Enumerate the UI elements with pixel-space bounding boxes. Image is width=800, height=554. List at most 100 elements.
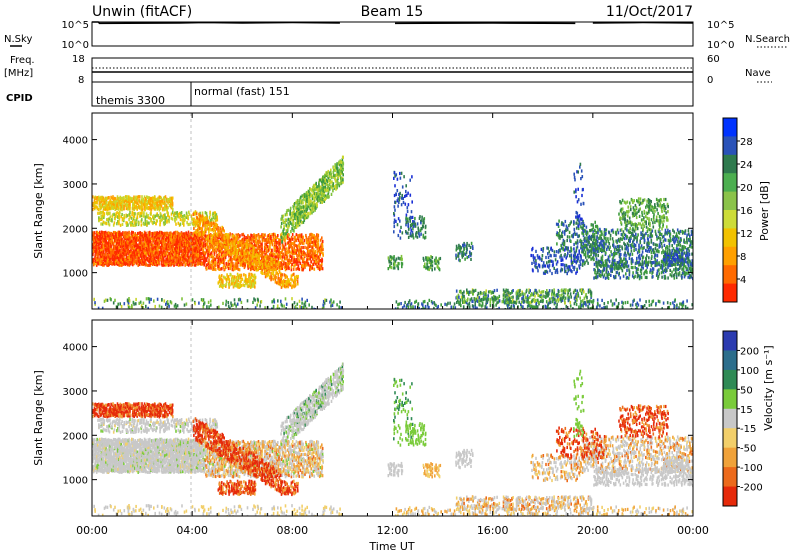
power-cell xyxy=(224,254,226,258)
power-cell xyxy=(245,237,248,241)
power-cell xyxy=(96,260,99,264)
power-cell xyxy=(322,180,324,185)
power-cell xyxy=(100,257,102,261)
power-cell xyxy=(121,233,124,237)
power-cell xyxy=(316,188,318,192)
power-cell xyxy=(140,232,142,236)
power-cell xyxy=(250,272,253,276)
power-cell xyxy=(172,248,175,252)
power-cell xyxy=(102,203,104,207)
power-cell xyxy=(206,224,209,228)
power-cell xyxy=(143,222,145,226)
power-cell xyxy=(305,236,308,240)
power-cell xyxy=(252,300,254,304)
power-cell xyxy=(237,285,239,289)
power-cell xyxy=(311,194,314,198)
power-cell xyxy=(219,237,222,241)
power-cell xyxy=(167,235,169,239)
power-cell xyxy=(158,242,160,246)
power-cell xyxy=(225,246,227,250)
power-cell xyxy=(117,262,119,266)
power-cell xyxy=(163,307,165,309)
power-cell xyxy=(147,231,150,235)
power-cell xyxy=(157,256,159,260)
power-cell xyxy=(167,257,169,261)
power-cell xyxy=(237,241,240,245)
power-cell xyxy=(254,259,256,264)
power-cell xyxy=(190,239,193,243)
power-cell xyxy=(118,215,120,219)
power-cell xyxy=(314,259,317,263)
power-cell xyxy=(309,193,311,197)
power-cell xyxy=(310,232,312,236)
power-cell xyxy=(131,210,134,214)
power-cell xyxy=(210,303,212,307)
power-cell xyxy=(159,212,162,216)
power-cell xyxy=(108,257,111,261)
power-cell xyxy=(311,248,313,252)
power-cell xyxy=(288,246,291,250)
power-cell xyxy=(217,241,219,245)
power-cell xyxy=(321,190,323,195)
power-cell xyxy=(100,235,102,239)
power-cell xyxy=(285,232,287,236)
power-cell xyxy=(130,216,133,220)
power-cell xyxy=(263,257,265,261)
power-cell xyxy=(243,284,246,288)
power-cell xyxy=(289,221,292,225)
power-cell xyxy=(424,304,427,309)
noise-right-label: N.Search xyxy=(745,34,790,45)
power-cell xyxy=(286,275,288,279)
power-cell xyxy=(285,262,288,266)
power-cell xyxy=(279,242,281,246)
power-cell xyxy=(236,251,239,256)
power-cell xyxy=(224,257,226,261)
power-cell xyxy=(221,260,224,265)
power-cell xyxy=(118,245,121,249)
power-cell xyxy=(244,261,246,265)
power-cell xyxy=(129,241,131,245)
power-cell xyxy=(106,243,109,247)
power-cell xyxy=(318,257,321,261)
power-cell xyxy=(115,252,117,256)
power-cell xyxy=(144,258,147,262)
power-cell xyxy=(178,247,180,252)
power-cell xyxy=(340,306,342,309)
power-cell xyxy=(188,255,190,259)
power-cell xyxy=(127,255,129,260)
power-cell xyxy=(139,246,141,250)
power-cell xyxy=(254,240,257,244)
power-cell xyxy=(236,258,239,262)
power-cell xyxy=(321,267,324,271)
power-cell xyxy=(324,298,326,302)
power-cell xyxy=(308,253,311,257)
power-cell xyxy=(251,242,253,246)
power-cell xyxy=(232,275,234,279)
power-cell xyxy=(147,206,149,210)
power-cell xyxy=(240,273,243,277)
power-cell xyxy=(181,249,184,253)
power-cell xyxy=(299,217,302,221)
power-cell xyxy=(299,305,301,309)
power-cell xyxy=(117,302,119,306)
power-cell xyxy=(330,304,332,308)
power-cell xyxy=(215,232,218,236)
power-cell xyxy=(213,234,215,239)
power-cell xyxy=(394,307,397,309)
power-cell xyxy=(140,207,143,211)
power-cell xyxy=(174,230,177,234)
power-cell xyxy=(170,238,172,242)
power-cell xyxy=(132,239,135,243)
power-cell xyxy=(214,211,216,215)
power-cell xyxy=(184,245,187,249)
power-cell xyxy=(196,250,199,254)
power-cell xyxy=(216,239,219,243)
power-cell xyxy=(202,237,205,241)
power-cell xyxy=(291,222,294,226)
power-cell xyxy=(253,254,255,258)
power-cell xyxy=(205,211,208,216)
power-cell xyxy=(179,235,182,239)
power-cell xyxy=(97,236,99,240)
power-cell xyxy=(146,195,148,199)
power-cell xyxy=(175,245,178,249)
